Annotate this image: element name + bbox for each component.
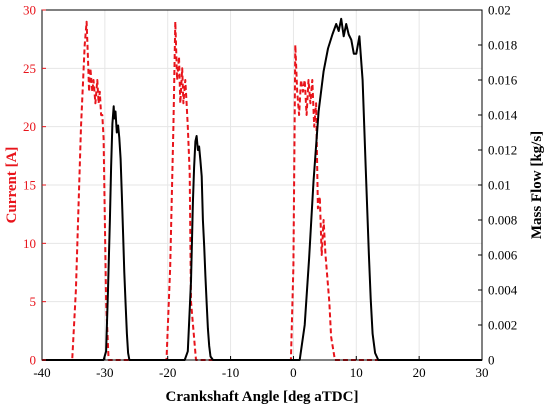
y-right-tick-label: 0.006 bbox=[488, 248, 518, 263]
y-left-tick-label: 15 bbox=[23, 178, 36, 193]
y-right-tick-label: 0.008 bbox=[488, 213, 517, 228]
left-axis-label: Current [A] bbox=[4, 147, 20, 224]
x-tick-label: 30 bbox=[476, 365, 489, 380]
y-right-tick-label: 0.014 bbox=[488, 108, 518, 123]
y-left-tick-label: 5 bbox=[30, 294, 37, 309]
y-right-tick-label: 0.02 bbox=[488, 3, 511, 18]
right-axis-label: Mass Flow [kg/s] bbox=[529, 131, 545, 239]
y-left-tick-label: 30 bbox=[23, 3, 36, 18]
y-right-tick-label: 0.002 bbox=[488, 318, 517, 333]
y-right-tick-label: 0.016 bbox=[488, 73, 518, 88]
x-axis-label: Crankshaft Angle [deg aTDC] bbox=[166, 389, 359, 405]
x-tick-label: -20 bbox=[159, 365, 176, 380]
y-right-tick-label: 0 bbox=[488, 353, 495, 368]
y-left-tick-label: 10 bbox=[23, 236, 36, 251]
y-right-tick-label: 0.012 bbox=[488, 143, 517, 158]
y-right-tick-label: 0.004 bbox=[488, 283, 518, 298]
series-group bbox=[42, 17, 482, 361]
y-right-tick-label: 0.01 bbox=[488, 178, 511, 193]
mass-flow-series-line bbox=[42, 17, 482, 361]
y-left-tick-label: 0 bbox=[30, 353, 37, 368]
tick-labels: -40 -30 -20 -10 0 10 20 3005101520253000.0020.0… bbox=[23, 3, 518, 381]
x-tick-label: -10 bbox=[222, 365, 239, 380]
x-tick-label: 20 bbox=[413, 365, 426, 380]
x-tick-label: -30 bbox=[96, 365, 113, 380]
x-tick-label: 10 bbox=[350, 365, 363, 380]
y-left-tick-label: 25 bbox=[23, 61, 36, 76]
current-series-line bbox=[42, 20, 482, 361]
y-right-tick-label: 0.018 bbox=[488, 38, 517, 53]
y-left-tick-label: 20 bbox=[23, 119, 36, 134]
x-tick-label: -40 bbox=[33, 365, 50, 380]
x-tick-label: 0 bbox=[290, 365, 297, 380]
